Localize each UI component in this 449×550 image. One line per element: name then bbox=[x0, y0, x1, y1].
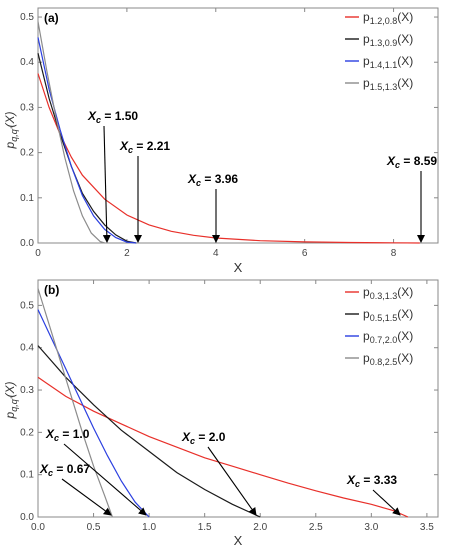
y-tick-label: 0.5 bbox=[20, 12, 34, 23]
legend-entry: p1.2,0.8(X) bbox=[363, 10, 413, 26]
xc-annotation-label: Xc = 2.21 bbox=[119, 139, 170, 155]
series-line-0.8,2.5 bbox=[37, 288, 113, 518]
xc-annotation-label: Xc = 2.0 bbox=[181, 430, 226, 446]
panel-label: (a) bbox=[44, 11, 59, 25]
xc-annotation-label: Xc = 1.0 bbox=[45, 427, 90, 443]
x-tick-label: 1.0 bbox=[142, 522, 156, 533]
y-tick-label: 0.4 bbox=[20, 343, 34, 354]
y-tick-label: 0.4 bbox=[20, 57, 34, 68]
x-tick-label: 2 bbox=[124, 248, 130, 259]
legend-entry: p0.5,1.5(X) bbox=[363, 307, 413, 323]
series-line-1.3,0.9 bbox=[37, 53, 137, 244]
x-tick-label: 0 bbox=[35, 248, 41, 259]
y-tick-label: 0.1 bbox=[20, 193, 34, 204]
series-line-1.5,1.3 bbox=[37, 21, 105, 244]
x-tick-label: 3.0 bbox=[364, 522, 378, 533]
series-line-1.2,0.8 bbox=[37, 73, 420, 244]
xc-annotation-label: Xc = 0.67 bbox=[39, 462, 90, 478]
legend-entry: p0.8,2.5(X) bbox=[363, 351, 413, 367]
xc-annotation-label: Xc = 3.96 bbox=[187, 172, 238, 188]
xc-arrow bbox=[372, 489, 401, 516]
xc-annotation-label: Xc = 1.50 bbox=[87, 109, 138, 125]
legend-entry: p0.3,1.3(X) bbox=[363, 285, 413, 301]
y-tick-label: 0.3 bbox=[20, 102, 34, 113]
chart-panel-a: 0 2 4 6 8 0.0 0.1 0.2 0.3 0.4 0.5 Xpq,q'(X) (a) p1.2,… bbox=[3, 7, 439, 275]
legend-entry: p1.4,1.1(X) bbox=[363, 54, 413, 70]
x-tick-label: 2.5 bbox=[309, 522, 323, 533]
xc-annotation-label: Xc = 3.33 bbox=[346, 473, 397, 489]
x-tick-label: 0.5 bbox=[87, 522, 101, 533]
x-tick-label: 8 bbox=[391, 248, 397, 259]
xc-arrow bbox=[61, 478, 112, 516]
xc-arrow bbox=[63, 443, 147, 516]
legend-entry: p0.7,2.0(X) bbox=[363, 329, 413, 345]
y-tick-label: 0.1 bbox=[20, 470, 34, 481]
x-tick-label: 4 bbox=[213, 248, 219, 259]
y-axis-label: pq,q'(X) bbox=[3, 382, 19, 420]
x-tick-label: 3.5 bbox=[420, 522, 434, 533]
x-axis-label: X bbox=[234, 533, 243, 548]
y-axis-label: pq,q'(X) bbox=[3, 112, 19, 150]
chart-panel-b: 0.0 0.5 1.0 1.5 2.0 2.5 3.0 3.5 0.0 0.1 0.2 0.3 0.4 0… bbox=[3, 279, 439, 548]
y-tick-label: 0.5 bbox=[20, 300, 34, 311]
legend-entry: p1.5,1.3(X) bbox=[363, 76, 413, 92]
plot-frame bbox=[37, 7, 439, 244]
xc-arrow bbox=[207, 446, 257, 516]
y-tick-label: 0.0 bbox=[20, 512, 34, 523]
panel-label: (b) bbox=[44, 283, 59, 297]
x-axis-label: X bbox=[234, 260, 243, 275]
series-line-0.3,1.3 bbox=[37, 376, 409, 518]
series-line-0.5,1.5 bbox=[37, 345, 261, 518]
legend-entry: p1.3,0.9(X) bbox=[363, 32, 413, 48]
x-tick-label: 0.0 bbox=[31, 522, 45, 533]
xc-arrow bbox=[102, 125, 111, 243]
x-tick-label: 6 bbox=[302, 248, 308, 259]
y-tick-label: 0.2 bbox=[20, 148, 34, 159]
x-tick-label: 1.5 bbox=[198, 522, 212, 533]
y-tick-label: 0.0 bbox=[20, 238, 34, 249]
y-tick-label: 0.3 bbox=[20, 385, 34, 396]
x-tick-label: 2.0 bbox=[253, 522, 267, 533]
plot-frame bbox=[37, 279, 439, 518]
xc-annotation-label: Xc = 8.59 bbox=[386, 154, 437, 170]
y-tick-label: 0.2 bbox=[20, 427, 34, 438]
